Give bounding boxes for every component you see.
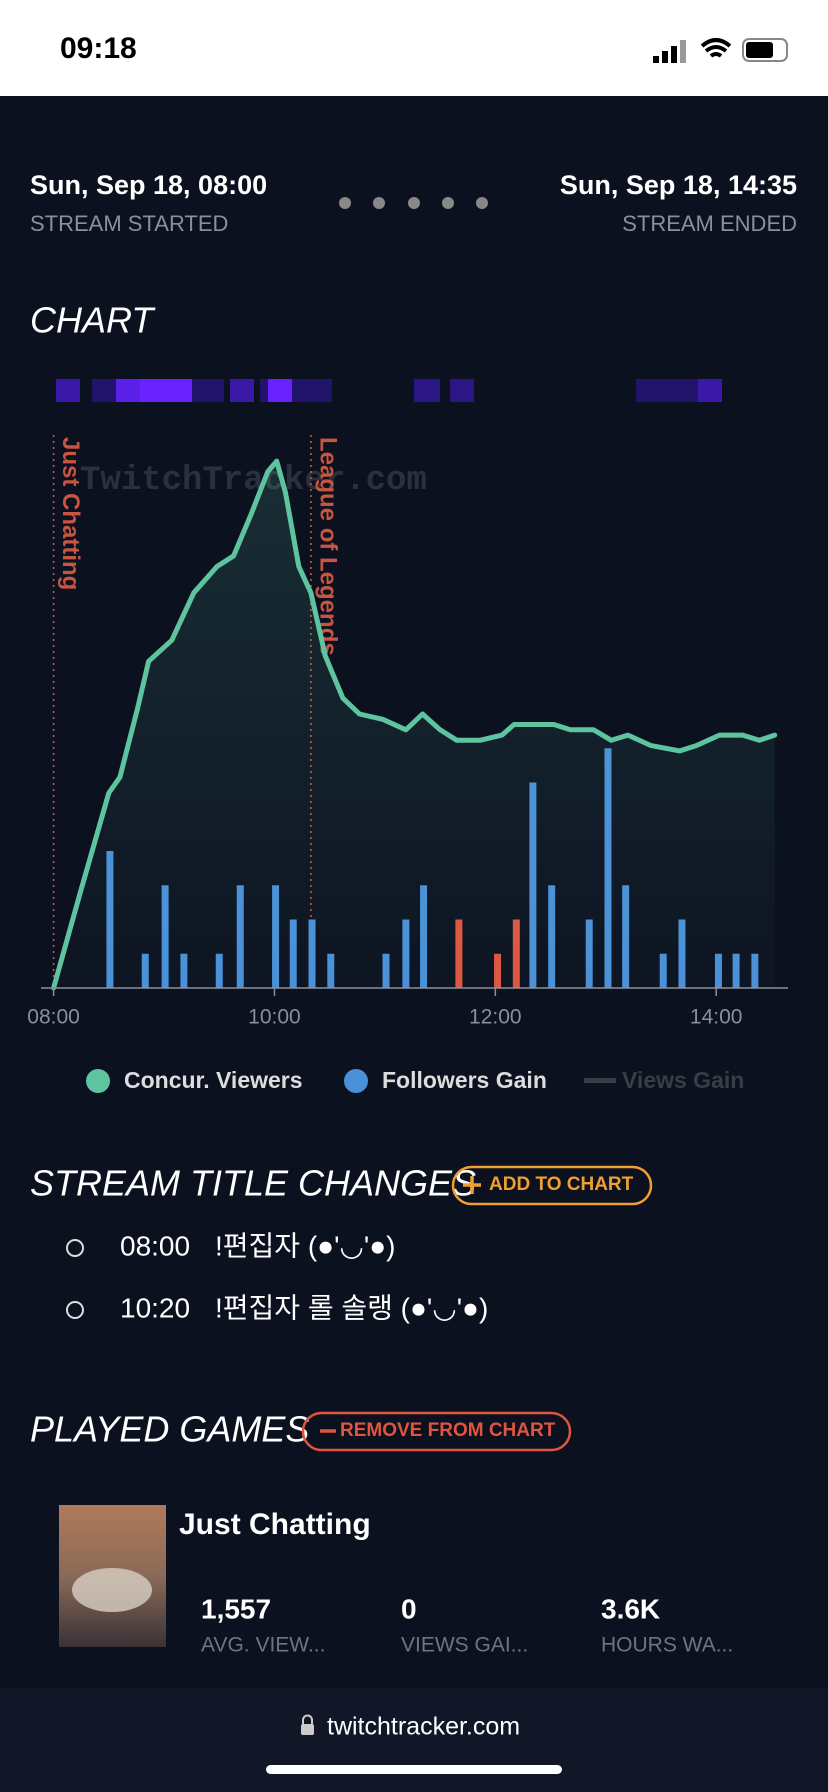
title-changes: STREAM TITLE CHANGES ADD TO CHART bbox=[30, 1163, 653, 1206]
played-games: PLAYED GAMES REMOVE FROM CHART Just Chat… bbox=[30, 1409, 572, 1647]
legend-label[interactable]: Views Gain bbox=[622, 1067, 744, 1093]
legend-label[interactable]: Followers Gain bbox=[382, 1067, 547, 1093]
x-tick-label: 08:00 bbox=[27, 1006, 80, 1029]
x-tick-label: 14:00 bbox=[690, 1006, 743, 1029]
title-text: !편집자 (●'◡'●) bbox=[215, 1230, 395, 1261]
end-label: STREAM ENDED bbox=[622, 211, 797, 236]
annotation-label: Just Chatting bbox=[57, 437, 84, 590]
start-time: Sun, Sep 18, 08:00 bbox=[30, 170, 267, 200]
bullet bbox=[66, 1239, 84, 1257]
end-time: Sun, Sep 18, 14:35 bbox=[560, 170, 797, 200]
legend-swatch bbox=[584, 1078, 616, 1083]
browser-bar bbox=[0, 1688, 828, 1792]
status-bar bbox=[0, 0, 828, 96]
section-heading: STREAM TITLE CHANGES bbox=[30, 1163, 476, 1204]
line bbox=[51, 458, 778, 991]
remove-button[interactable] bbox=[301, 1411, 572, 1452]
heatmap bbox=[56, 379, 722, 402]
stat-value: 0 bbox=[401, 1593, 417, 1624]
start-label: STREAM STARTED bbox=[30, 211, 228, 236]
clock: 09:18 bbox=[60, 32, 137, 65]
button-label[interactable]: REMOVE FROM CHART bbox=[340, 1420, 556, 1441]
legend-swatch bbox=[344, 1069, 368, 1093]
stat-value: 1,557 bbox=[201, 1593, 271, 1624]
title-time: 08:00 bbox=[120, 1230, 190, 1261]
legend-swatch bbox=[86, 1069, 110, 1093]
home-indicator bbox=[266, 1765, 562, 1774]
stat-label: VIEWS GAI... bbox=[401, 1634, 528, 1657]
title-text: !편집자 롤 솔랭 (●'◡'●) bbox=[215, 1292, 488, 1323]
bullet bbox=[66, 1301, 84, 1319]
section-heading: CHART bbox=[30, 300, 156, 341]
add-button[interactable] bbox=[451, 1165, 653, 1206]
url[interactable]: twitchtracker.com bbox=[327, 1713, 520, 1741]
x-tick-label: 10:00 bbox=[248, 1006, 301, 1029]
title-time: 10:20 bbox=[120, 1292, 190, 1323]
stat-value: 3.6K bbox=[601, 1593, 660, 1624]
stat-label: HOURS WA... bbox=[601, 1634, 733, 1657]
game-name[interactable]: Just Chatting bbox=[179, 1508, 371, 1541]
stat-label: AVG. VIEW... bbox=[201, 1634, 325, 1657]
button-label[interactable]: ADD TO CHART bbox=[489, 1174, 634, 1195]
legend-label[interactable]: Concur. Viewers bbox=[124, 1067, 303, 1093]
status-icons bbox=[653, 38, 788, 63]
plus-icon bbox=[463, 1176, 481, 1194]
section-heading: PLAYED GAMES bbox=[30, 1409, 309, 1450]
lock-icon bbox=[301, 1714, 314, 1735]
watermark: TwitchTracker.com bbox=[80, 462, 427, 500]
dots bbox=[339, 197, 488, 209]
game-image-detail bbox=[72, 1568, 152, 1612]
x-tick-label: 12:00 bbox=[469, 1006, 522, 1029]
